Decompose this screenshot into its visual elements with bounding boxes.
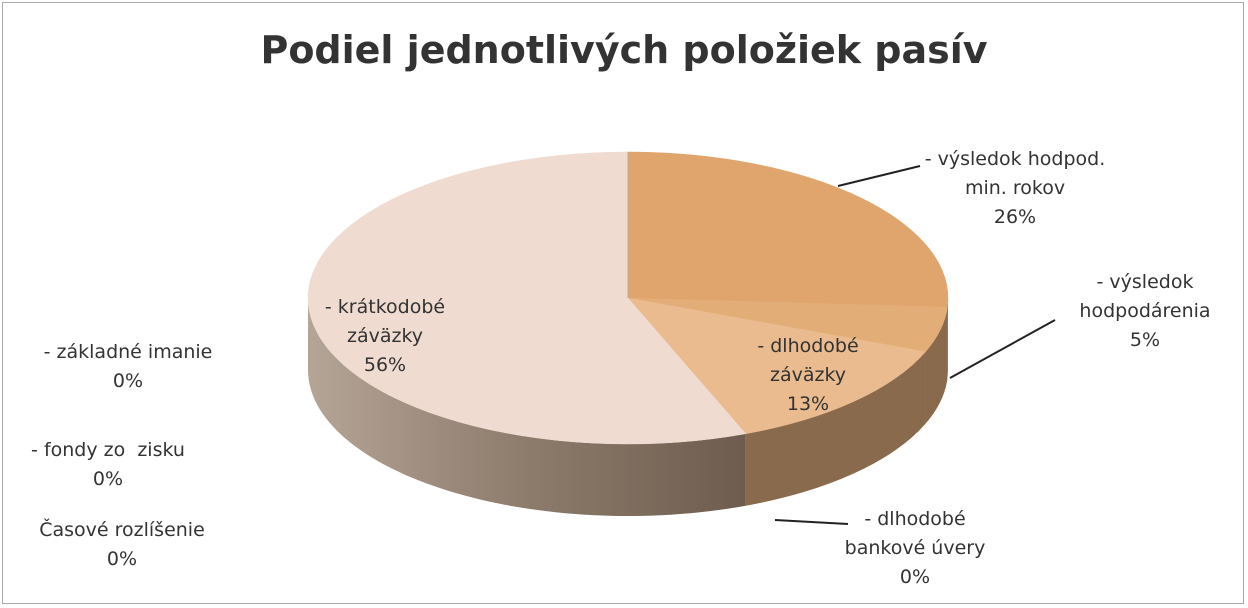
pie-slice	[627, 297, 927, 435]
slice-label: Časové rozlíšenie	[39, 519, 205, 541]
value-label: 0%	[899, 566, 931, 588]
slice-label: - dlhodobé bankové úvery	[844, 508, 986, 559]
value-label: 26%	[993, 206, 1037, 228]
slice-label: - základné imanie	[43, 341, 213, 363]
slice-side	[925, 307, 948, 424]
slice-label: - výsledok hodpodárenia	[1079, 271, 1211, 322]
leader-line	[837, 165, 921, 187]
slice-label: - výsledok hodpod. min. rokov	[924, 148, 1112, 199]
slice-label: - fondy zo zisku	[31, 439, 185, 461]
leader-line	[774, 519, 849, 525]
slice-label: - dlhodobé záväzky	[757, 335, 865, 386]
pie-slice	[307, 151, 747, 445]
slice-side	[947, 298, 948, 380]
value-label: 0%	[92, 468, 124, 490]
leader-line	[949, 319, 1056, 379]
value-label: 0%	[112, 370, 144, 392]
value-label: 0%	[106, 548, 138, 570]
pie-slice	[627, 151, 949, 308]
slice-side	[745, 351, 926, 506]
value-label: 13%	[786, 393, 830, 415]
value-label: 56%	[363, 354, 407, 376]
slice-label: - krátkodobé záväzky	[324, 296, 452, 347]
chart-title: Podiel jednotlivých položiek pasív	[260, 28, 988, 72]
slice-side	[308, 298, 746, 516]
value-label: 5%	[1129, 329, 1161, 351]
